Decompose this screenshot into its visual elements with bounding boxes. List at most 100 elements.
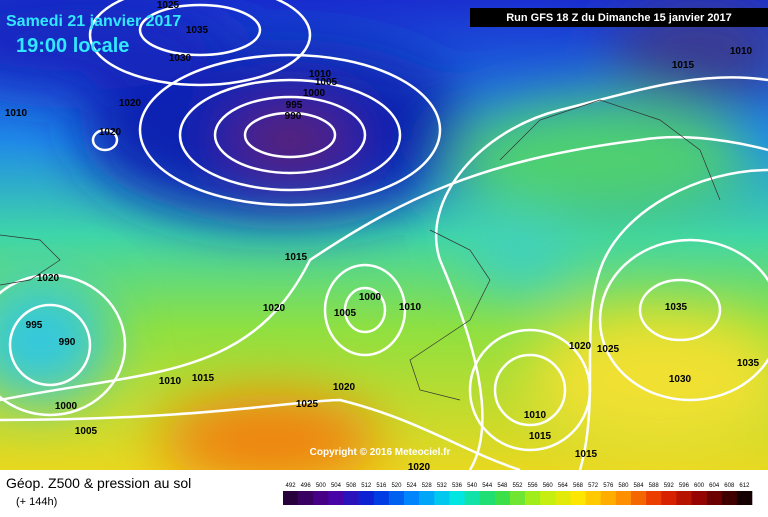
scale-cell [691, 491, 707, 505]
scale-cell [328, 491, 344, 505]
isobar-label: 1030 [169, 53, 192, 64]
scale-label: 588 [649, 483, 660, 489]
isobar-label: 1020 [263, 303, 286, 314]
scale-label: 556 [528, 483, 539, 489]
isobar-label: 1010 [730, 46, 753, 57]
scale-cell [646, 491, 662, 505]
isobar-label: 1010 [159, 376, 182, 387]
isobar-label: 1015 [192, 373, 215, 384]
isobar-label: 1035 [186, 25, 209, 36]
isobar-label: 1030 [669, 374, 692, 385]
scale-cell [343, 491, 359, 505]
isobar-label: 1015 [529, 431, 552, 442]
scale-cell [721, 491, 738, 505]
isobar-label: 1010 [309, 69, 332, 80]
isobar-label: 1020 [408, 462, 431, 473]
isobar-label: 1005 [315, 77, 338, 88]
scale-cell [555, 491, 571, 505]
coastlines [0, 99, 721, 401]
scale-label: 524 [407, 483, 418, 489]
isobar-label: 1000 [359, 292, 382, 303]
scale-label: 540 [467, 483, 478, 489]
isobar-label: 1025 [296, 399, 319, 410]
isobar-label: 1020 [569, 341, 592, 352]
scale-label: 544 [482, 483, 493, 489]
isobar-label: 1025 [597, 344, 620, 355]
isobar-label: 1000 [55, 401, 78, 412]
scale-label: 528 [422, 483, 433, 489]
isobar-label: 995 [26, 320, 43, 331]
scale-cell [540, 491, 556, 505]
scale-label: 536 [452, 483, 463, 489]
scale-cell [630, 491, 647, 505]
scale-cell [570, 491, 586, 505]
scale-cell [585, 491, 602, 505]
scale-cell [615, 491, 632, 505]
isobar-label: 1025 [157, 0, 180, 11]
scale-cell [404, 491, 420, 505]
field [0, 0, 768, 485]
scale-cell [388, 491, 405, 505]
isobar-label: 1015 [575, 449, 598, 460]
scale-label: 512 [361, 483, 372, 489]
scale-label: 580 [618, 483, 629, 489]
scale-label: 492 [286, 483, 297, 489]
scale-label: 600 [694, 483, 705, 489]
scale-label: 608 [724, 483, 735, 489]
scale-label: 584 [634, 483, 645, 489]
scale-label: 592 [664, 483, 675, 489]
scale-cell [525, 491, 541, 505]
scale-label: 520 [391, 483, 402, 489]
scale-label: 576 [603, 483, 614, 489]
scale-cell [509, 491, 526, 505]
isobar-label: 1035 [737, 358, 760, 369]
isobar-label: 990 [285, 111, 302, 122]
scale-cell [298, 491, 314, 505]
scale-cell [373, 491, 390, 505]
scale-cell [479, 491, 496, 505]
scale-cell [676, 491, 692, 505]
isobar-label: 1010 [399, 302, 422, 313]
isobar-label: 1005 [75, 426, 98, 437]
run-info: Run GFS 18 Z du Dimanche 15 janvier 2017 [506, 12, 732, 24]
isobar-label: 1015 [285, 252, 308, 263]
scale-label: 500 [316, 483, 327, 489]
scale-cell [283, 491, 299, 505]
isobar-label: 1010 [524, 410, 547, 421]
scale-cell [661, 491, 677, 505]
scale-label: 612 [739, 483, 750, 489]
isobar-label: 1020 [333, 382, 356, 393]
scale-cell [600, 491, 617, 505]
isobar-label: 1010 [5, 108, 28, 119]
scale-cell [494, 491, 511, 505]
scale-label: 568 [573, 483, 584, 489]
isobar-label: 990 [59, 337, 76, 348]
isobar-label: 995 [286, 100, 303, 111]
run-box [470, 8, 768, 27]
scale-label: 548 [497, 483, 508, 489]
scale-cell [706, 491, 723, 505]
color-scale: 492 496 500 504 508 512 516 520 524 528 532 536 540 5… [283, 483, 753, 505]
scale-cell [434, 491, 450, 505]
time: 19:00 locale [16, 35, 129, 57]
scale-cell [358, 491, 375, 505]
scale-label: 604 [709, 483, 720, 489]
isobar-label: 1020 [99, 127, 122, 138]
copyright: Copyright © 2016 Meteociel.fr [310, 447, 451, 458]
isobar-labels: 1025103510301010102010201010100510009959… [5, 0, 760, 473]
isobar-label: 1020 [37, 273, 60, 284]
isobar-label: 1015 [672, 60, 695, 71]
scale-label: 572 [588, 483, 599, 489]
scale-label: 516 [376, 483, 387, 489]
scale-label: 560 [543, 483, 554, 489]
scale-cell [449, 491, 465, 505]
footer-lead: (+ 144h) [16, 496, 57, 508]
scale-label: 596 [679, 483, 690, 489]
scale-cell [736, 491, 753, 505]
scale-cell [313, 491, 329, 505]
date: Samedi 21 janvier 2017 [6, 13, 181, 30]
isobar-label: 1035 [665, 302, 688, 313]
scale-label: 504 [331, 483, 342, 489]
scale-label: 496 [301, 483, 312, 489]
